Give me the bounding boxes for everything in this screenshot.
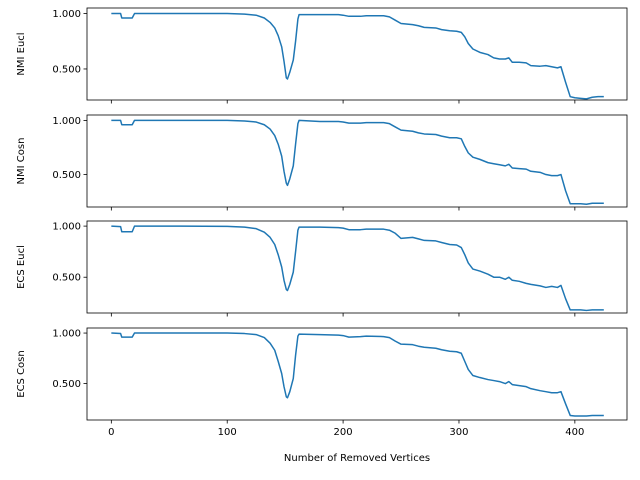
x-tick-label: 0 (108, 427, 114, 438)
y-tick-label: 0.500 (52, 64, 81, 75)
series-line-1 (111, 12, 604, 100)
x-tick-label: 400 (565, 427, 584, 438)
axes-frame (86, 114, 628, 208)
subplot-3: 0.500 1.000 ECS Eucl (16, 220, 628, 317)
axes-frame (86, 220, 628, 314)
series-line-1 (111, 332, 604, 417)
y-tick-label: 1.000 (52, 222, 81, 233)
axes-frame (86, 327, 628, 421)
series-line-1 (111, 119, 604, 206)
subplot-2: 0.500 1.000 NMI Cosn (16, 114, 628, 211)
y-axis-label: ECS Cosn (16, 350, 27, 397)
y-axis-label: NMI Cosn (16, 138, 27, 185)
subplot-4: 0.500 1.000 0 100 200 300 400 ECS Cosn Number of… (16, 327, 628, 464)
subplot-1: 0.500 1.000 NMI Eucl (16, 7, 628, 104)
y-axis-label: NMI Eucl (16, 32, 27, 75)
x-tick-label: 300 (449, 427, 468, 438)
y-axis-label: ECS Eucl (16, 245, 27, 289)
x-tick-label: 100 (218, 427, 237, 438)
y-tick-label: 1.000 (52, 9, 81, 20)
y-tick-label: 0.500 (52, 379, 81, 390)
y-tick-label: 0.500 (52, 170, 81, 181)
x-axis-label: Number of Removed Vertices (284, 453, 430, 464)
x-tick-label: 200 (334, 427, 353, 438)
series-line-1 (111, 225, 604, 312)
axes-frame (86, 7, 628, 101)
y-tick-label: 0.500 (52, 273, 81, 284)
y-tick-label: 1.000 (52, 329, 81, 340)
y-tick-label: 1.000 (52, 116, 81, 127)
